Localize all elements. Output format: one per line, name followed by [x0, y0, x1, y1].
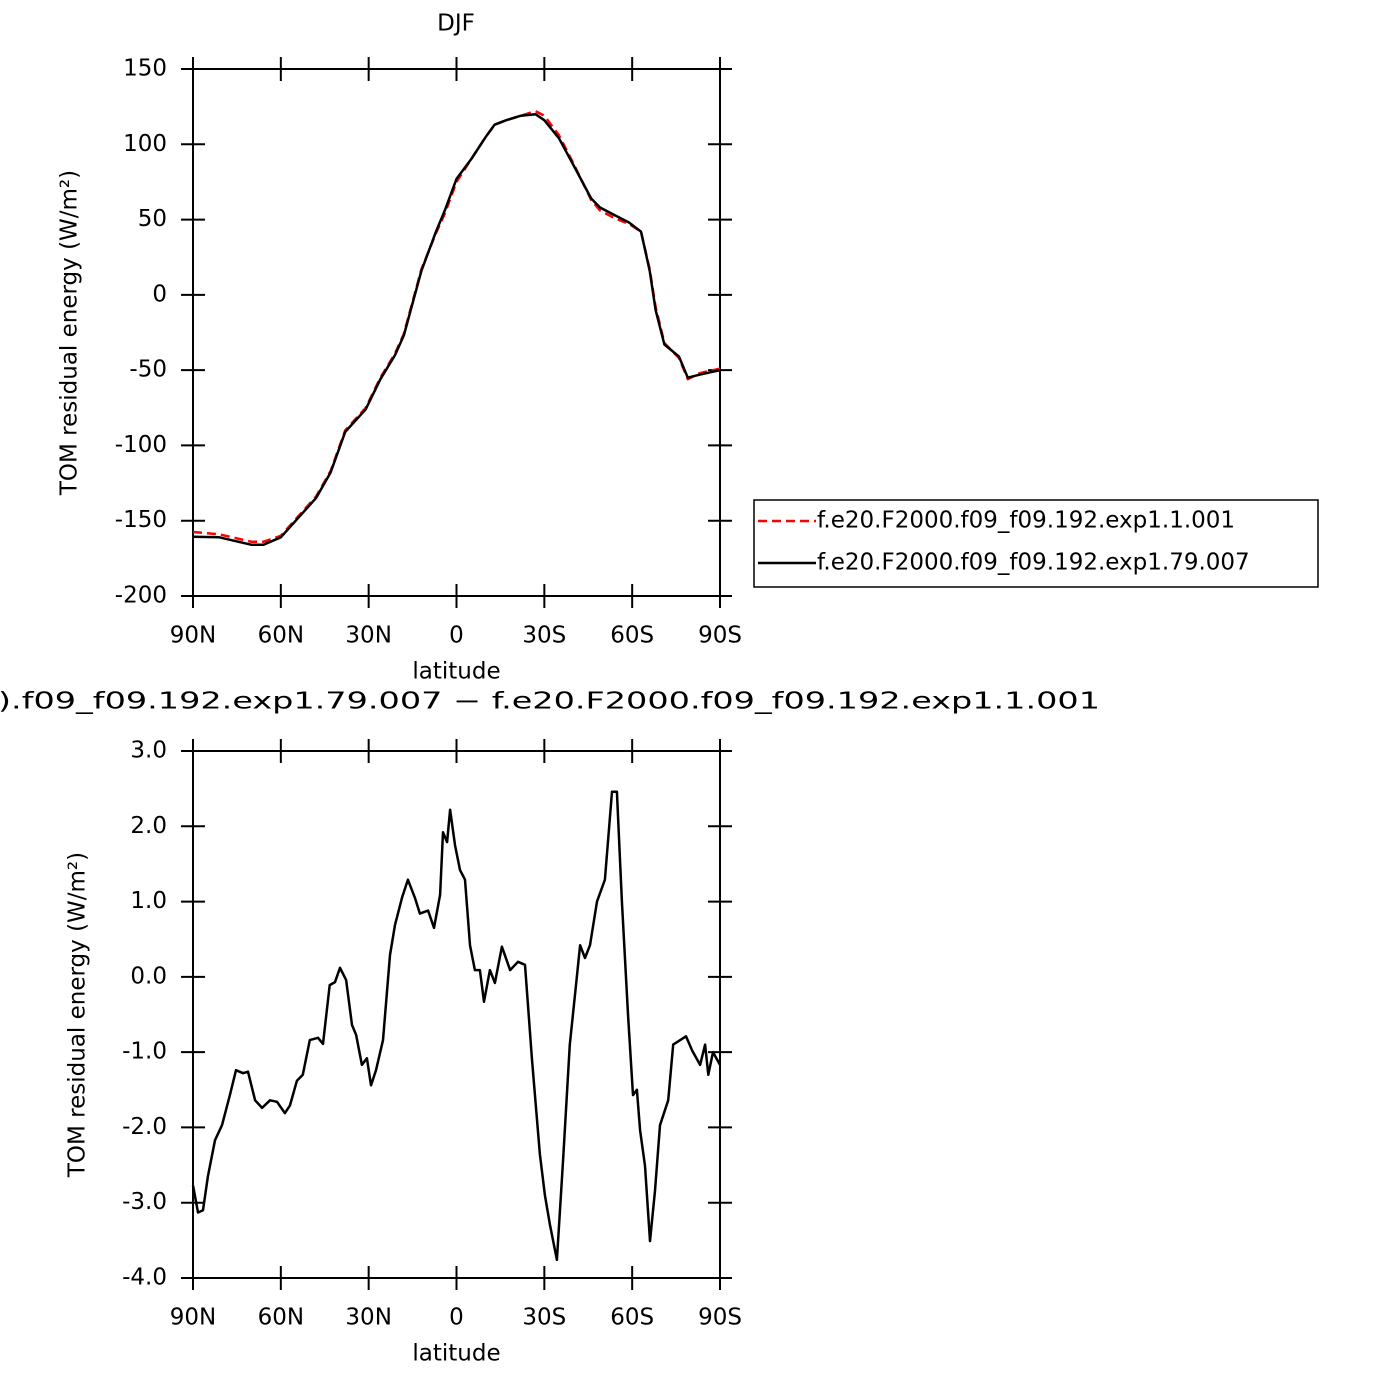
x-tick-label: 90S [698, 1305, 742, 1331]
x-tick-label: 0 [449, 1305, 464, 1331]
x-tick-label: 30N [345, 623, 391, 649]
plot-frame [192, 68, 721, 597]
y-tick-label: -150 [115, 507, 167, 533]
y-tick-label: 1.0 [130, 888, 167, 914]
chart-title: ).f09_f09.192.exp1.79.007 − f.e20.F2000.… [0, 689, 1100, 715]
x-axis-label: latitude [412, 1341, 500, 1367]
legend-label: f.e20.F2000.f09_f09.192.exp1.79.007 [817, 550, 1250, 576]
x-tick-label: 30S [522, 623, 566, 649]
y-tick-label: -100 [115, 432, 167, 458]
y-axis-label: TOM residual energy (W/m²) [57, 170, 83, 496]
y-tick-label: -50 [129, 357, 167, 383]
y-tick-label: 2.0 [130, 813, 167, 839]
y-tick-label: 0.0 [130, 963, 167, 989]
y-tick-label: -4.0 [122, 1265, 167, 1291]
x-tick-label: 90N [170, 623, 216, 649]
y-tick-label: -3.0 [122, 1189, 167, 1215]
y-tick-label: -1.0 [122, 1039, 167, 1065]
y-tick-label: 150 [123, 56, 167, 82]
x-tick-label: 90N [170, 1305, 216, 1331]
data-line [191, 790, 722, 1262]
plot-frame [192, 750, 721, 1279]
y-axis-label: TOM residual energy (W/m²) [65, 852, 91, 1178]
x-tick-label: 30N [345, 1305, 391, 1331]
y-tick-label: 3.0 [130, 738, 167, 764]
x-tick-label: 0 [449, 623, 464, 649]
x-tick-label: 60S [610, 623, 654, 649]
data-line [192, 112, 721, 547]
y-tick-label: 50 [138, 206, 167, 232]
x-tick-label: 90S [698, 623, 742, 649]
y-tick-label: -200 [115, 583, 167, 609]
x-axis-label: latitude [412, 659, 500, 685]
x-tick-label: 60S [610, 1305, 654, 1331]
y-tick-label: 0 [152, 281, 167, 307]
legend-label: f.e20.F2000.f09_f09.192.exp1.1.001 [817, 508, 1235, 534]
y-tick-label: 100 [123, 131, 167, 157]
chart-title: DJF [437, 11, 475, 37]
y-tick-label: -2.0 [122, 1114, 167, 1140]
x-tick-label: 30S [522, 1305, 566, 1331]
legend-box [753, 499, 1319, 588]
data-line [192, 109, 721, 544]
x-tick-label: 60N [258, 1305, 304, 1331]
x-tick-label: 60N [258, 623, 304, 649]
